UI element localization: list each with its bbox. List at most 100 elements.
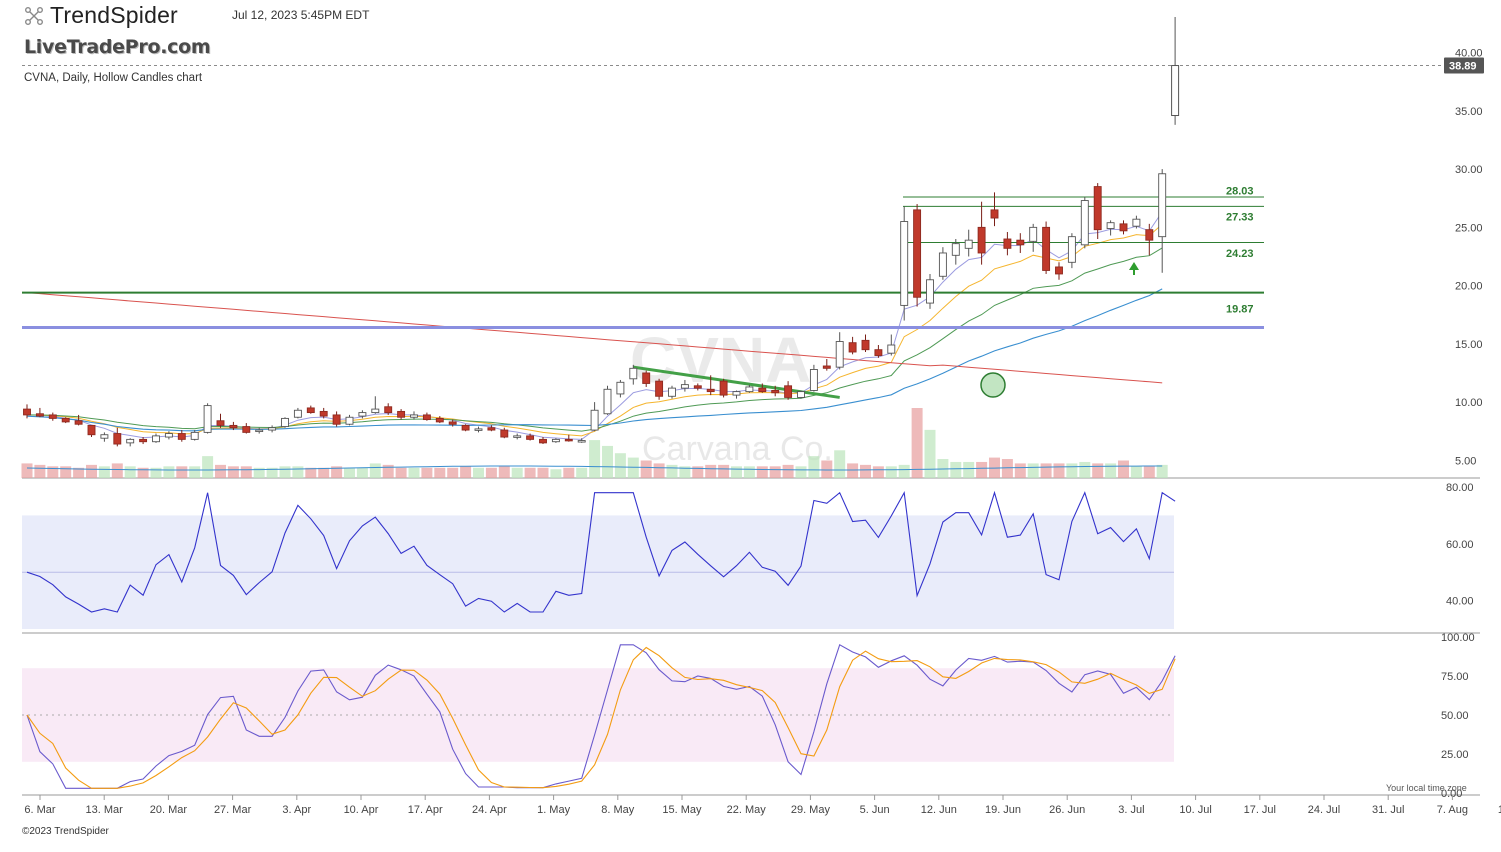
volume-bar: [898, 464, 910, 478]
candle-body: [177, 433, 186, 440]
candle-body: [1055, 266, 1063, 275]
volume-bar: [34, 464, 46, 478]
candle: [526, 433, 535, 441]
candle-body: [926, 279, 934, 304]
rsi-tick-label: 80.00: [1446, 482, 1474, 494]
candle-body: [242, 426, 251, 433]
candle: [164, 431, 173, 440]
candle-body: [758, 387, 767, 393]
candle: [410, 411, 418, 420]
candle: [126, 438, 135, 447]
candle: [668, 385, 676, 399]
x-tick-label: 6. Mar: [24, 804, 56, 816]
candle-body: [797, 391, 805, 398]
volume-bar: [524, 467, 536, 478]
candle-body: [1042, 226, 1051, 271]
level-label: 24.23: [1226, 248, 1254, 260]
candle-body: [1119, 223, 1128, 232]
candle-body: [1080, 200, 1089, 246]
candle-body: [1016, 239, 1025, 246]
candle-body: [745, 386, 754, 393]
x-tick-label: 22. May: [727, 804, 767, 816]
volume-bar: [666, 464, 678, 478]
volume-bar: [369, 463, 381, 478]
copyright-text: ©2023 TrendSpider: [22, 826, 109, 837]
x-tick-label: 5. Jun: [860, 804, 890, 816]
trendline-annotation: [633, 365, 840, 399]
volume-bar: [408, 467, 420, 478]
volume-bar: [911, 408, 923, 478]
volume-bar: [215, 464, 226, 478]
volume-bar: [395, 467, 407, 478]
live-candle-body: [1171, 65, 1180, 117]
candle-body: [642, 372, 651, 384]
candle-body: [1029, 226, 1038, 242]
candle-body: [577, 440, 586, 443]
volume-bar: [1079, 461, 1091, 478]
chart-subtitle: CVNA, Daily, Hollow Candles chart: [24, 72, 203, 84]
rsi-line: [26, 490, 1176, 613]
candle-body: [268, 427, 277, 431]
candle-body: [706, 388, 715, 393]
candle: [1145, 223, 1154, 256]
candle-body: [809, 369, 818, 391]
candle-body: [990, 209, 999, 219]
volume-bar: [1040, 463, 1052, 478]
volume-bar: [769, 466, 781, 478]
candle: [1042, 221, 1051, 274]
candle: [319, 407, 328, 419]
volume-bar: [950, 461, 962, 478]
volume-bar: [640, 460, 652, 478]
candle-body: [1067, 236, 1076, 263]
volume-bar: [537, 467, 549, 478]
volume-bar: [253, 467, 265, 478]
candle: [87, 424, 96, 438]
x-tick-label: 24. Jul: [1308, 804, 1340, 816]
candle-body: [693, 385, 702, 389]
stoch-tick-label: 25.00: [1441, 749, 1469, 761]
candle-body: [229, 424, 238, 429]
candle: [745, 384, 754, 393]
candle: [629, 364, 638, 385]
candle-body: [848, 342, 857, 353]
x-tick-label: 3. Apr: [282, 804, 311, 816]
x-tick-label: 10. Jul: [1179, 804, 1211, 816]
candle: [758, 383, 767, 393]
candle-body: [100, 434, 109, 439]
candle-body: [668, 387, 676, 397]
candle: [1016, 233, 1025, 253]
candle-body: [951, 243, 960, 256]
x-tick-label: 29. May: [791, 804, 831, 816]
candle-body: [629, 367, 638, 380]
candle: [487, 425, 496, 432]
x-tick-label: 20. Mar: [150, 804, 188, 816]
candle: [23, 404, 31, 419]
volume-bar: [21, 463, 33, 478]
volume-bar: [1156, 464, 1168, 478]
candle: [874, 345, 883, 358]
volume-bar: [1053, 463, 1065, 478]
x-tick-label: 26. Jun: [1049, 804, 1085, 816]
candle-body: [281, 417, 289, 428]
candle: [1158, 169, 1167, 273]
candle: [900, 206, 909, 321]
candle-body: [603, 388, 612, 415]
volume-bar: [279, 466, 291, 478]
level-label: 19.87: [1226, 303, 1254, 315]
volume-bar: [356, 467, 368, 478]
candle-body: [74, 420, 83, 425]
rsi-tick-label: 60.00: [1446, 539, 1474, 551]
volume-bar: [331, 466, 343, 478]
x-tick-label: 17. Apr: [408, 804, 443, 816]
candle-body: [461, 424, 470, 431]
candle: [1106, 220, 1115, 236]
candle-body: [397, 410, 406, 418]
candle: [822, 358, 831, 371]
green-arrow-annotation: [1129, 262, 1139, 275]
candle: [203, 403, 212, 434]
candle-body: [448, 421, 457, 425]
candle-body: [190, 431, 199, 440]
candle: [242, 423, 251, 434]
